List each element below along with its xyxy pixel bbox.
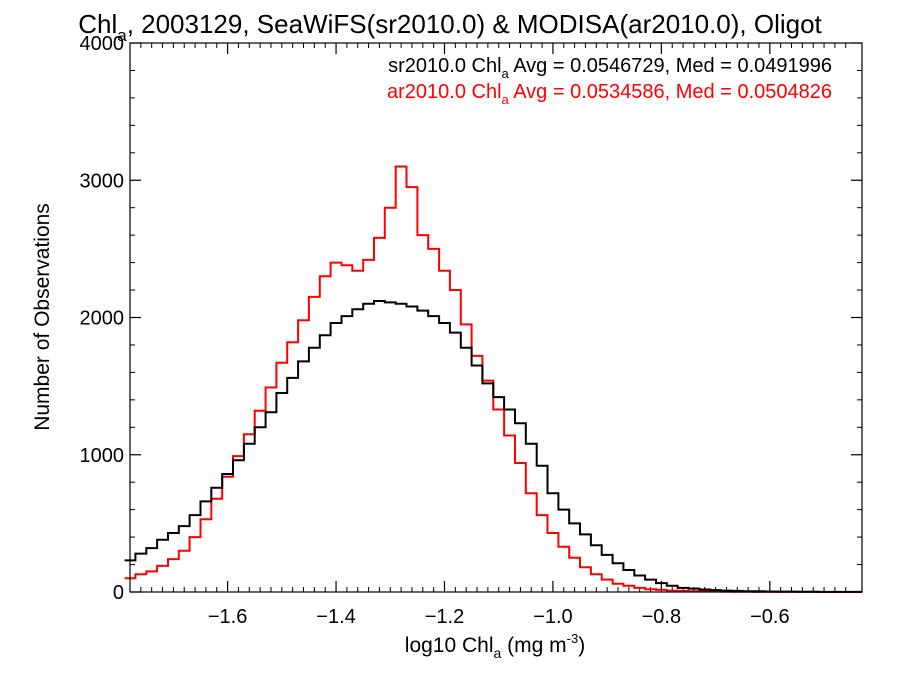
plot-frame [129,42,863,593]
legend-entry-ar2010: ar2010.0 Chla Avg = 0.0534586, Med = 0.0… [387,81,832,107]
x-axis-label: log10 Chla (mg m-3) [405,631,585,661]
x-tick-label: −1.0 [533,606,572,628]
y-tick-label: 1000 [80,445,125,467]
x-tick-label: −1.6 [208,606,247,628]
y-tick-label: 4000 [80,33,125,55]
series-ar2010-line [124,165,862,593]
x-tick-label: −0.6 [750,606,789,628]
x-tick-label: −0.8 [642,606,681,628]
legend-entry-sr2010: sr2010.0 Chla Avg = 0.0546729, Med = 0.0… [388,55,832,81]
y-axis-label: Number of Observations [31,203,54,431]
series-sr2010-line [124,300,862,593]
chart-title: Chla, 2003129, SeaWiFS(sr2010.0) & MODIS… [78,9,822,45]
x-tick-label: −1.2 [425,606,464,628]
axis-ticks: −1.6 −1.4 −1.2 −1.0 −0.8 −0.6 0 1000 2000 3000 400… [80,33,862,628]
x-tick-label: −1.4 [316,606,355,628]
y-tick-label: 0 [113,582,124,604]
y-tick-label: 2000 [80,308,125,330]
y-tick-label: 3000 [80,170,125,192]
legend: sr2010.0 Chla Avg = 0.0546729, Med = 0.0… [387,55,832,107]
series-layer [124,165,862,593]
